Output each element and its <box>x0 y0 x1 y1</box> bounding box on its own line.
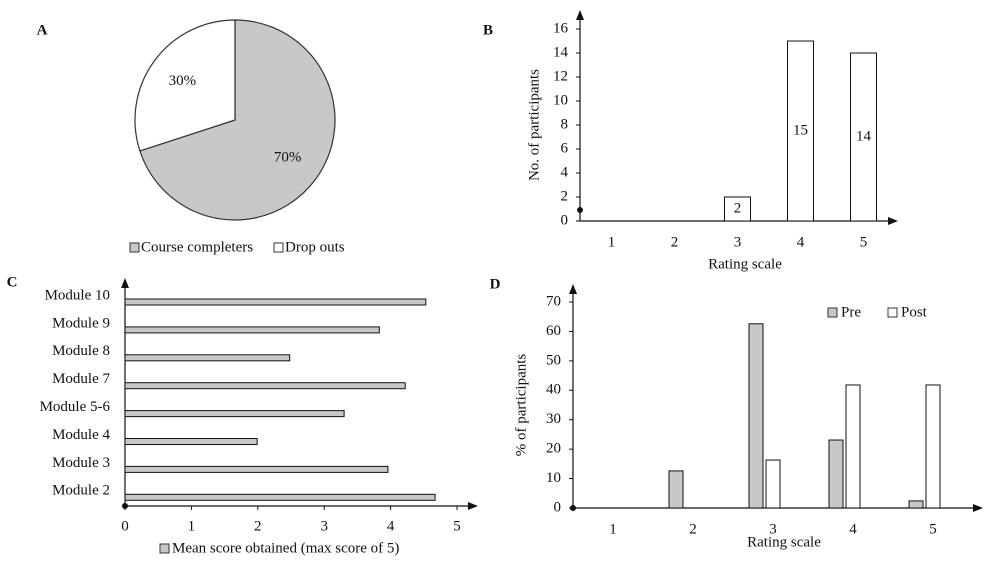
bar <box>124 326 380 334</box>
x-tick-label: 4 <box>387 518 395 534</box>
bar <box>124 298 427 306</box>
x-tick-label: 1 <box>609 521 617 537</box>
y-tick-label: 4 <box>561 164 569 180</box>
bar <box>124 438 258 445</box>
bar-label: 15 <box>793 122 808 138</box>
bar <box>124 493 436 501</box>
pie-slice <box>134 19 236 152</box>
y-tick-label: 50 <box>546 352 561 368</box>
y-axis-label: No. of participants <box>526 69 542 181</box>
x-tick-label: 2 <box>254 518 262 534</box>
axis-arrow <box>888 217 898 225</box>
x-tick-label: 3 <box>734 234 742 250</box>
y-tick-label: Module 3 <box>52 455 110 471</box>
x-axis-label: Rating scale <box>708 256 782 272</box>
y-tick-label: 12 <box>553 68 568 84</box>
y-tick-label: 60 <box>546 323 561 339</box>
legend-swatch <box>159 543 170 554</box>
origin-dot <box>577 207 583 213</box>
bar <box>748 323 764 509</box>
bar <box>124 382 406 390</box>
x-tick-label: 5 <box>860 234 868 250</box>
y-tick-label: Module 4 <box>52 427 110 443</box>
y-tick-label: 8 <box>561 116 569 132</box>
y-tick-label: 2 <box>561 188 569 204</box>
bar <box>124 354 291 362</box>
y-tick-label: 14 <box>553 44 569 60</box>
x-tick-label: 4 <box>797 234 805 250</box>
bar <box>124 410 345 418</box>
bar-label: 2 <box>734 200 742 216</box>
legend-swatch <box>273 242 284 253</box>
x-tick-label: 2 <box>689 521 697 537</box>
panel-label: D <box>490 276 501 292</box>
legend-label: Mean score obtained (max score of 5) <box>172 540 399 556</box>
slice-label: 30% <box>169 73 197 89</box>
legend-label: Post <box>901 304 928 320</box>
legend-label: Course completers <box>141 239 253 255</box>
x-tick-label: 4 <box>849 521 857 537</box>
bar <box>925 384 941 509</box>
bar <box>724 196 751 222</box>
x-tick-label: 1 <box>608 234 616 250</box>
x-axis-label: Rating scale <box>747 534 821 550</box>
y-tick-label: Module 10 <box>45 287 110 303</box>
x-tick-label: 5 <box>453 518 461 534</box>
legend-swatch <box>129 242 140 253</box>
y-tick-label: 20 <box>546 441 561 457</box>
slice-label: 70% <box>274 150 302 166</box>
axis-arrow <box>569 284 577 294</box>
y-tick-label: 16 <box>553 20 569 36</box>
legend-label: Pre <box>841 304 861 320</box>
bar <box>828 439 844 509</box>
bar <box>124 465 389 473</box>
axis-arrow <box>576 10 584 20</box>
bar <box>787 40 814 222</box>
panel-label: A <box>37 22 48 38</box>
bar <box>850 52 877 222</box>
x-tick-label: 1 <box>188 518 196 534</box>
axis-arrow <box>973 504 983 512</box>
panel-label: C <box>7 274 18 290</box>
y-tick-label: 10 <box>546 470 561 486</box>
axis-arrow <box>121 278 129 288</box>
y-axis-label: % of participants <box>513 354 529 457</box>
panel-label: B <box>483 22 493 38</box>
bar <box>765 459 781 509</box>
y-tick-label: Module 5-6 <box>40 399 111 415</box>
bar <box>908 500 924 509</box>
y-tick-label: 10 <box>553 92 568 108</box>
y-tick-label: 30 <box>546 411 561 427</box>
legend-swatch <box>827 307 838 318</box>
legend-label: Drop outs <box>285 239 345 255</box>
y-tick-label: 0 <box>561 212 569 228</box>
legend-swatch <box>887 307 898 318</box>
bar <box>668 470 684 509</box>
y-tick-label: 6 <box>561 140 569 156</box>
bar-label: 14 <box>856 128 872 144</box>
x-tick-label: 5 <box>929 521 937 537</box>
x-tick-label: 3 <box>320 518 328 534</box>
pie-slice <box>139 19 336 221</box>
bar <box>845 384 861 509</box>
y-tick-label: Module 7 <box>52 371 110 387</box>
axis-arrow <box>468 502 478 510</box>
y-tick-label: 0 <box>554 499 562 515</box>
x-tick-label: 3 <box>769 521 777 537</box>
y-tick-label: Module 2 <box>52 483 110 499</box>
y-tick-label: Module 9 <box>52 315 110 331</box>
x-tick-label: 0 <box>121 518 129 534</box>
x-tick-label: 2 <box>671 234 679 250</box>
y-tick-label: Module 8 <box>52 343 110 359</box>
y-tick-label: 70 <box>546 293 561 309</box>
y-tick-label: 40 <box>546 382 561 398</box>
